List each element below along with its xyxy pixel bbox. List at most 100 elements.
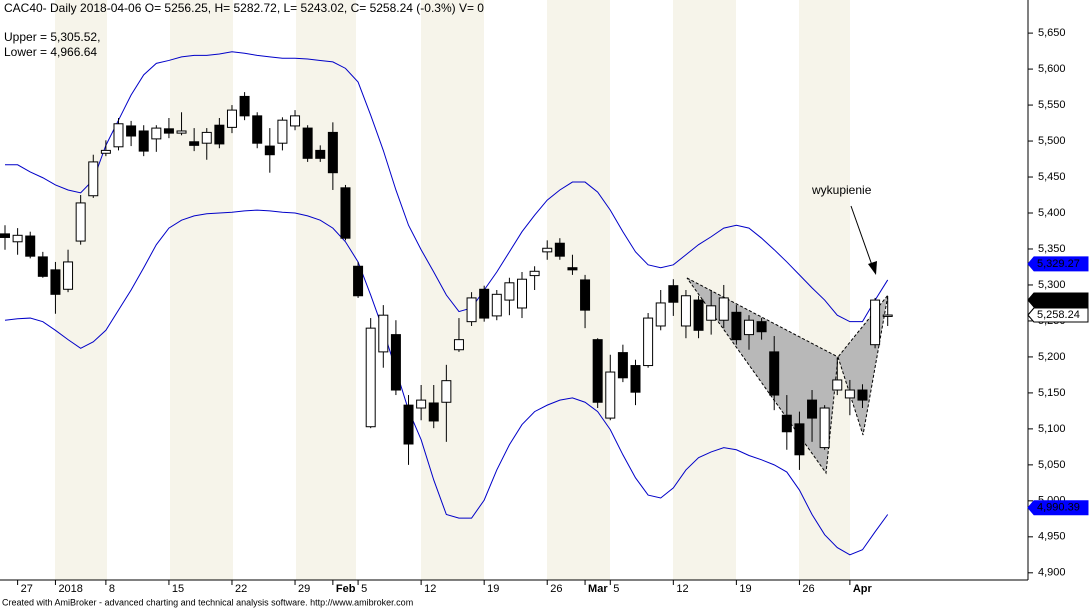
y-tick-label: 5,400 [1038, 207, 1066, 219]
candle-body [390, 334, 401, 391]
candle-body [643, 317, 654, 367]
x-tick-label: 15 [172, 583, 184, 595]
candle [567, 254, 578, 275]
candle [113, 118, 124, 151]
annotation-arrow [850, 205, 874, 269]
candle [542, 240, 553, 260]
candle-body [113, 123, 124, 148]
candle-body [617, 352, 628, 379]
x-tick-label: 26 [550, 583, 562, 595]
candle [239, 92, 250, 121]
candle [214, 118, 225, 149]
x-tick-label: 12 [676, 583, 688, 595]
candle-body [50, 269, 61, 295]
candle [743, 315, 754, 350]
candle-body [63, 261, 74, 290]
candle [12, 228, 23, 255]
candle-body [706, 305, 717, 321]
candle [731, 305, 742, 345]
candle [756, 318, 767, 340]
candle [882, 297, 893, 326]
candle [504, 277, 515, 316]
candle-body [844, 389, 855, 399]
candle-body [378, 314, 389, 353]
y-tick-label: 5,650 [1038, 27, 1066, 39]
stripe [296, 0, 356, 580]
y-tick-label: 5,350 [1038, 243, 1066, 255]
candle-body [655, 302, 666, 327]
candle-body [769, 351, 780, 396]
week-stripes [55, 0, 850, 580]
y-tick-label: 5,200 [1038, 351, 1066, 363]
candle-body [214, 124, 225, 145]
candle [832, 357, 843, 396]
candle [50, 261, 61, 314]
candle-body [819, 407, 830, 449]
candle [365, 318, 376, 429]
stripe [55, 0, 107, 580]
y-tick-label: 4,900 [1038, 567, 1066, 579]
candle-body [781, 414, 792, 433]
candle [264, 128, 275, 173]
candle-body [302, 127, 313, 159]
candle-body [756, 321, 767, 333]
candle-body [138, 130, 149, 152]
x-tick-label: 19 [487, 583, 499, 595]
candle [441, 364, 452, 442]
price-label-box [1027, 292, 1089, 308]
footer: Created with AmiBroker - advanced charti… [2, 597, 413, 607]
candle [189, 128, 200, 152]
candle-body [428, 402, 439, 422]
candle [580, 274, 591, 329]
candle-body [264, 145, 275, 156]
candle [226, 105, 237, 134]
annotation: wykupienie [811, 183, 872, 197]
candle [353, 261, 364, 298]
candle [655, 290, 666, 331]
price-label: 5,258.24 [1037, 309, 1080, 321]
candle-body [226, 109, 237, 128]
candle-body [517, 278, 528, 309]
candle-body [239, 95, 250, 117]
candle [718, 284, 729, 329]
candle-body [100, 149, 111, 154]
candle-body [365, 327, 376, 428]
candle-body [794, 423, 805, 456]
candle [201, 128, 212, 160]
candle-body [479, 288, 490, 319]
candle-body [529, 270, 540, 277]
candle [769, 336, 780, 411]
candle-body [857, 389, 868, 401]
x-tick-label: Mar [588, 583, 608, 595]
candle-body [75, 202, 86, 242]
candle [37, 251, 48, 278]
candle [466, 292, 477, 326]
price-label: 5,329.27 [1037, 258, 1080, 270]
candle [75, 195, 86, 245]
x-tick-label: 22 [235, 583, 247, 595]
y-tick-label: 4,950 [1038, 531, 1066, 543]
candle-body [605, 371, 616, 419]
band-line [4, 209, 889, 556]
stripe [547, 0, 610, 580]
candle-body [693, 299, 704, 331]
candle [63, 249, 74, 293]
stripe [421, 0, 484, 580]
price-label-box [1027, 307, 1089, 323]
candle [302, 125, 313, 162]
candle [693, 295, 704, 339]
candle [554, 238, 565, 260]
candle-body [315, 149, 326, 159]
candle [163, 118, 174, 139]
candle-body [176, 130, 187, 134]
candle-body [882, 314, 893, 317]
candle [491, 290, 502, 321]
price-label-box [1027, 256, 1089, 272]
candle [176, 112, 187, 136]
y-tick-label: 5,300 [1038, 279, 1066, 291]
candle [605, 354, 616, 421]
candle-body [403, 404, 414, 445]
candle [479, 285, 490, 322]
